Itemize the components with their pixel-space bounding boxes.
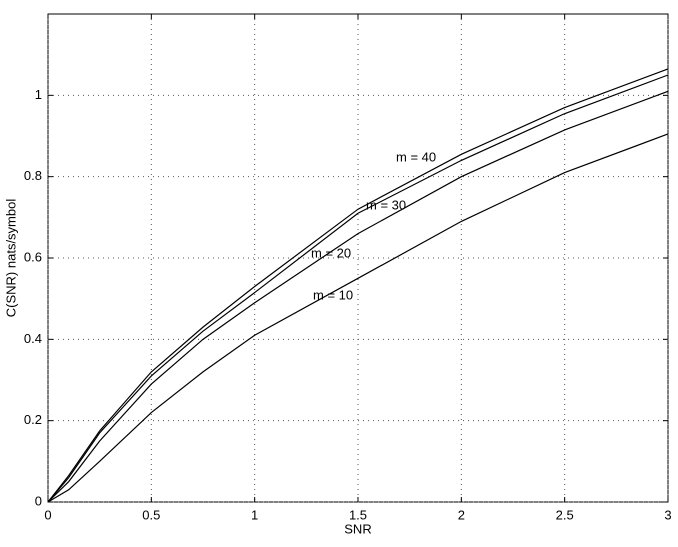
x-tick-label: 1 bbox=[251, 507, 258, 522]
x-tick-label: 3 bbox=[664, 507, 671, 522]
annotation: m = 20 bbox=[311, 245, 351, 260]
y-tick-label: 0.2 bbox=[24, 412, 42, 427]
x-axis-label: SNR bbox=[344, 521, 371, 536]
x-tick-label: 0 bbox=[44, 507, 51, 522]
series-line bbox=[47, 133, 669, 503]
y-tick-label: 0.4 bbox=[24, 331, 42, 346]
x-tick-label: 0.5 bbox=[142, 507, 160, 522]
annotation: m = 10 bbox=[313, 287, 353, 302]
y-axis-label: C(SNR) nats/symbol bbox=[3, 199, 18, 318]
x-tick-label: 1.5 bbox=[349, 507, 367, 522]
series-line bbox=[47, 90, 669, 503]
annotation: m = 30 bbox=[366, 197, 406, 212]
y-tick-label: 0.6 bbox=[24, 249, 42, 264]
series-line bbox=[47, 74, 669, 503]
x-tick-label: 2 bbox=[458, 507, 465, 522]
y-tick-label: 0 bbox=[35, 493, 42, 508]
series-line bbox=[47, 68, 669, 503]
y-tick-label: 0.8 bbox=[24, 168, 42, 183]
y-tick-label: 1 bbox=[35, 87, 42, 102]
x-tick-label: 2.5 bbox=[556, 507, 574, 522]
annotation: m = 40 bbox=[396, 149, 436, 164]
